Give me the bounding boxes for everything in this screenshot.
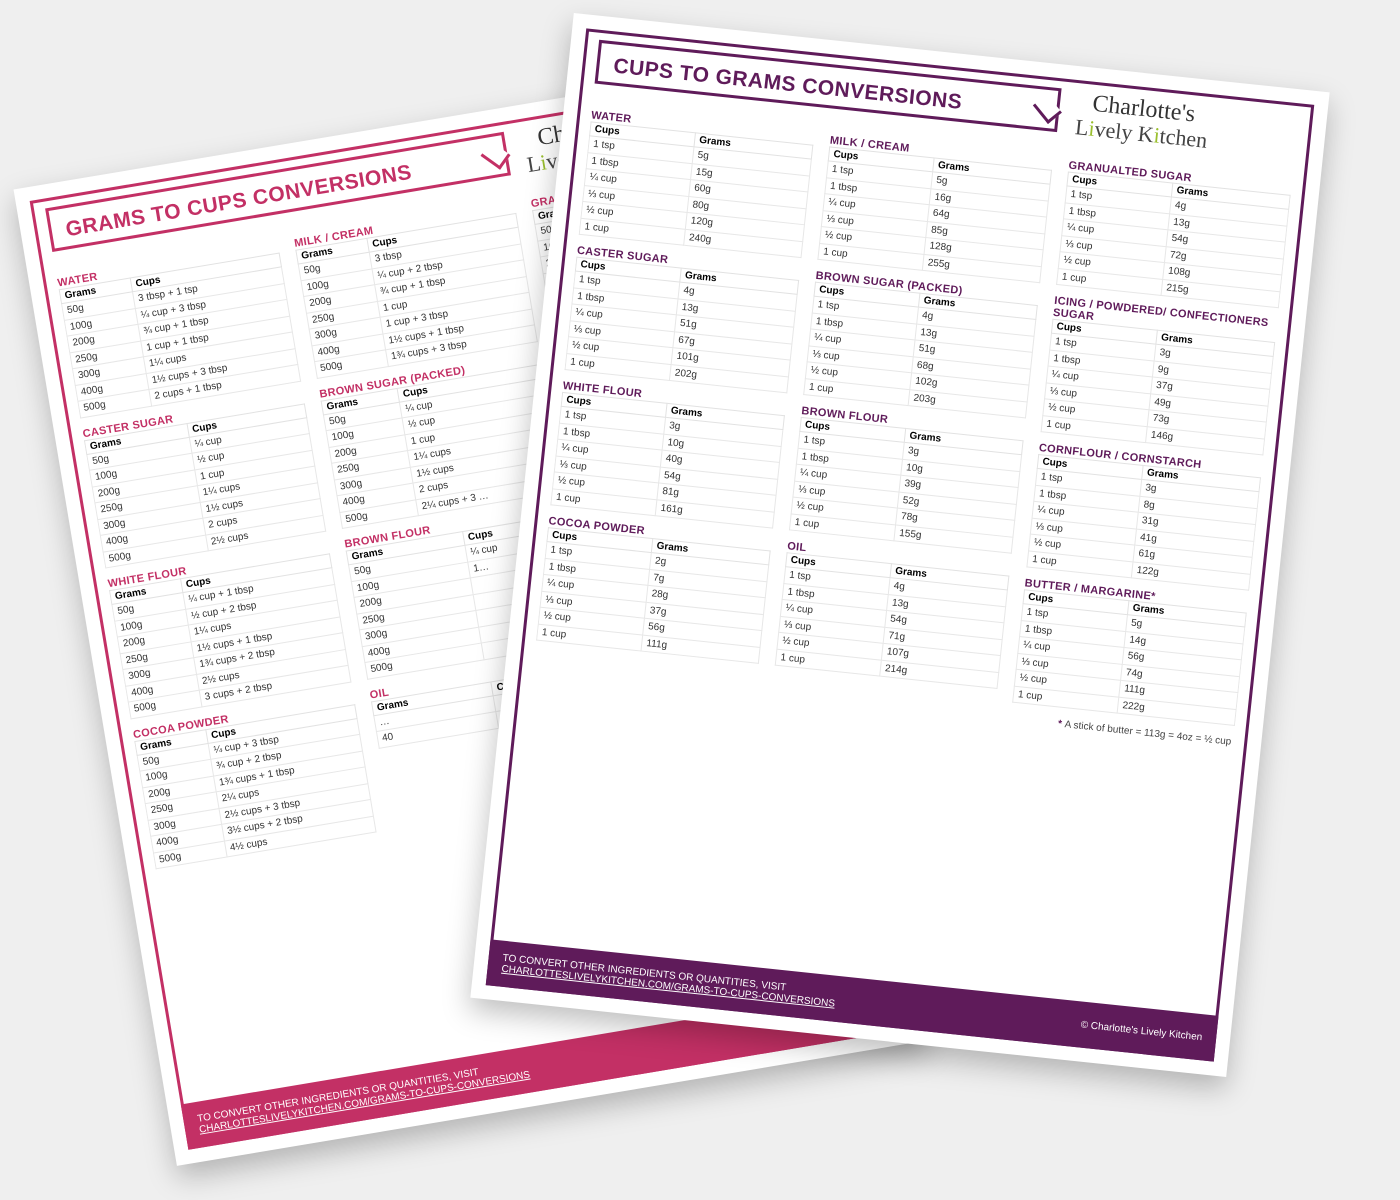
table: CupsGrams1 tsp5g1 tbsp16g¼ cup64g⅓ cup85… [817, 146, 1052, 283]
table: CupsGrams1 tsp3g1 tbsp10g¼ cup40g⅓ cup54… [550, 392, 785, 529]
section-brown-sugar: BROWN SUGAR (PACKED) CupsGrams1 tsp4g1 t… [803, 268, 1039, 419]
section-brown-flour: BROWN FLOUR CupsGrams1 tsp3g1 tbsp10g¼ c… [789, 403, 1025, 554]
table: CupsGrams1 tsp2g1 tbsp7g¼ cup28g⅓ cup37g… [536, 527, 771, 664]
table: CupsGrams1 tsp4g1 tbsp13g¼ cup51g⅓ cup67… [564, 257, 799, 394]
columns: WATER CupsGrams1 tsp5g1 tbsp15g¼ cup60g⅓… [505, 107, 1292, 1010]
table: CupsGrams1 tsp3g1 tbsp8g¼ cup31g⅓ cup41g… [1026, 454, 1261, 591]
section-icing: ICING / POWDERED/ CONFECTIONERS SUGAR Cu… [1041, 293, 1278, 456]
section-white-flour: WHITE FLOUR CupsGrams1 tsp3g1 tbsp10g¼ c… [550, 378, 786, 529]
table: CupsGrams1 tsp4g1 tbsp13g¼ cup54g⅓ cup72… [1056, 172, 1291, 309]
section-cocoa: COCOA POWDER GramsCups50g¼ cup + 3 tbsp1… [132, 690, 377, 869]
table: CupsGrams1 tsp4g1 tbsp13g¼ cup54g⅓ cup71… [775, 552, 1010, 689]
table: CupsGrams1 tsp3g1 tbsp10g¼ cup39g⅓ cup52… [789, 417, 1024, 554]
section-cocoa: COCOA POWDER CupsGrams1 tsp2g1 tbsp7g¼ c… [536, 513, 772, 664]
section-caster: CASTER SUGAR GramsCups50g¼ cup100g½ cup2… [81, 389, 326, 568]
section-milk: MILK / CREAM CupsGrams1 tsp5g1 tbsp16g¼ … [817, 133, 1053, 284]
section-caster: CASTER SUGAR CupsGrams1 tsp4g1 tbsp13g¼ … [564, 243, 800, 394]
section-gran-sugar: GRANUALTED SUGAR CupsGrams1 tsp4g1 tbsp1… [1056, 158, 1292, 309]
table: CupsGrams1 tsp3g1 tbsp9g¼ cup37g⅓ cup49g… [1041, 319, 1276, 456]
section-oil: OIL CupsGrams1 tsp4g1 tbsp13g¼ cup54g⅓ c… [775, 538, 1011, 689]
section-white-flour: WHITE FLOUR GramsCups50g¼ cup + 1 tbsp10… [107, 539, 352, 718]
table: CupsGrams1 tsp5g1 tbsp15g¼ cup60g⅓ cup80… [579, 121, 814, 258]
brand-logo: Charlotte's Lively Kitchen [1074, 90, 1211, 152]
table: CupsGrams1 tsp5g1 tbsp14g¼ cup56g⅓ cup74… [1012, 589, 1247, 726]
copyright: © Charlotte's Lively Kitchen [1080, 1019, 1203, 1043]
table: CupsGrams1 tsp4g1 tbsp13g¼ cup51g⅓ cup68… [803, 282, 1038, 419]
section-butter: BUTTER / MARGARINE* CupsGrams1 tsp5g1 tb… [1012, 575, 1248, 726]
section-water: WATER GramsCups50g3 tbsp + 1 tsp100g¼ cu… [56, 239, 301, 418]
page-inner: CUPS TO GRAMS CONVERSIONS Charlotte's Li… [486, 28, 1315, 1061]
sheet-cups-to-grams: CUPS TO GRAMS CONVERSIONS Charlotte's Li… [470, 13, 1329, 1077]
section-water: WATER CupsGrams1 tsp5g1 tbsp15g¼ cup60g⅓… [579, 107, 815, 258]
section-milk: MILK / CREAM GramsCups50g3 tbsp100g¼ cup… [293, 199, 538, 378]
section-cornflour: CORNFLOUR / CORNSTARCH CupsGrams1 tsp3g1… [1026, 440, 1262, 591]
